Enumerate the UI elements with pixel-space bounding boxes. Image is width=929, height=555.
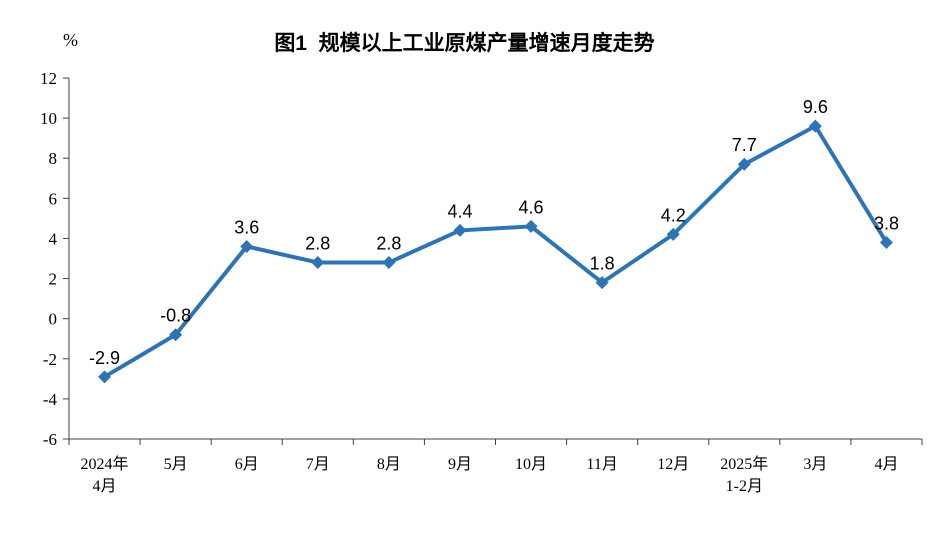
data-point-label: 2.8	[376, 234, 401, 254]
y-tick-label: 4	[49, 229, 58, 248]
y-tick-label: 6	[49, 189, 58, 208]
x-tick-label: 6月	[235, 456, 259, 473]
series-line	[103, 123, 889, 379]
data-point-marker	[240, 239, 254, 253]
x-tick-label: 9月	[448, 456, 472, 473]
x-tick-label: 8月	[377, 456, 401, 473]
data-point-label: 4.6	[519, 197, 544, 217]
x-tick-label: 4月	[874, 456, 898, 473]
data-point-marker	[382, 256, 396, 270]
data-point-label: 1.8	[590, 254, 615, 274]
x-tick-label: 2024年	[81, 455, 129, 473]
data-point-marker	[98, 370, 112, 384]
y-tick-label: 2	[49, 270, 58, 289]
x-tick-label: 7月	[306, 456, 330, 473]
data-point-label: -0.8	[160, 306, 191, 326]
y-tick-label: -4	[43, 390, 58, 409]
data-point-marker	[453, 223, 467, 237]
y-tick-label: -6	[43, 430, 57, 449]
x-tick-label: 1-2月	[726, 478, 763, 495]
data-point-label: -2.9	[89, 348, 120, 368]
data-point-marker	[595, 276, 609, 290]
y-tick-label: 8	[49, 149, 58, 168]
data-point-label: 2.8	[305, 234, 330, 254]
x-tick-label: 4月	[93, 478, 117, 495]
data-point-marker	[524, 219, 538, 233]
data-point-label: 4.4	[447, 201, 472, 221]
x-tick-label: 11月	[586, 456, 617, 473]
x-tick-label: 5月	[164, 456, 188, 473]
data-point-marker	[169, 328, 183, 342]
data-point-label: 9.6	[803, 97, 828, 117]
y-tick-label: 12	[40, 69, 57, 88]
x-tick-label: 3月	[803, 456, 827, 473]
data-point-label: 3.6	[234, 217, 259, 237]
data-point-marker	[808, 119, 822, 133]
data-point-marker	[666, 227, 680, 241]
chart-title: 图1 规模以上工业原煤产量增速月度走势	[274, 32, 655, 55]
y-tick-label: -2	[43, 350, 57, 369]
data-point-label: 3.8	[874, 213, 899, 233]
data-point-marker	[311, 256, 325, 270]
y-axis-unit-label: %	[63, 30, 78, 50]
x-tick-label: 2025年	[720, 455, 768, 473]
data-point-marker	[737, 157, 751, 171]
x-tick-label: 12月	[657, 456, 689, 473]
data-point-label: 7.7	[732, 135, 757, 155]
data-point-label: 4.2	[661, 205, 686, 225]
y-tick-label: 10	[40, 109, 57, 128]
data-point-marker	[879, 235, 893, 249]
y-tick-label: 0	[49, 310, 58, 329]
x-tick-label: 10月	[515, 456, 547, 473]
